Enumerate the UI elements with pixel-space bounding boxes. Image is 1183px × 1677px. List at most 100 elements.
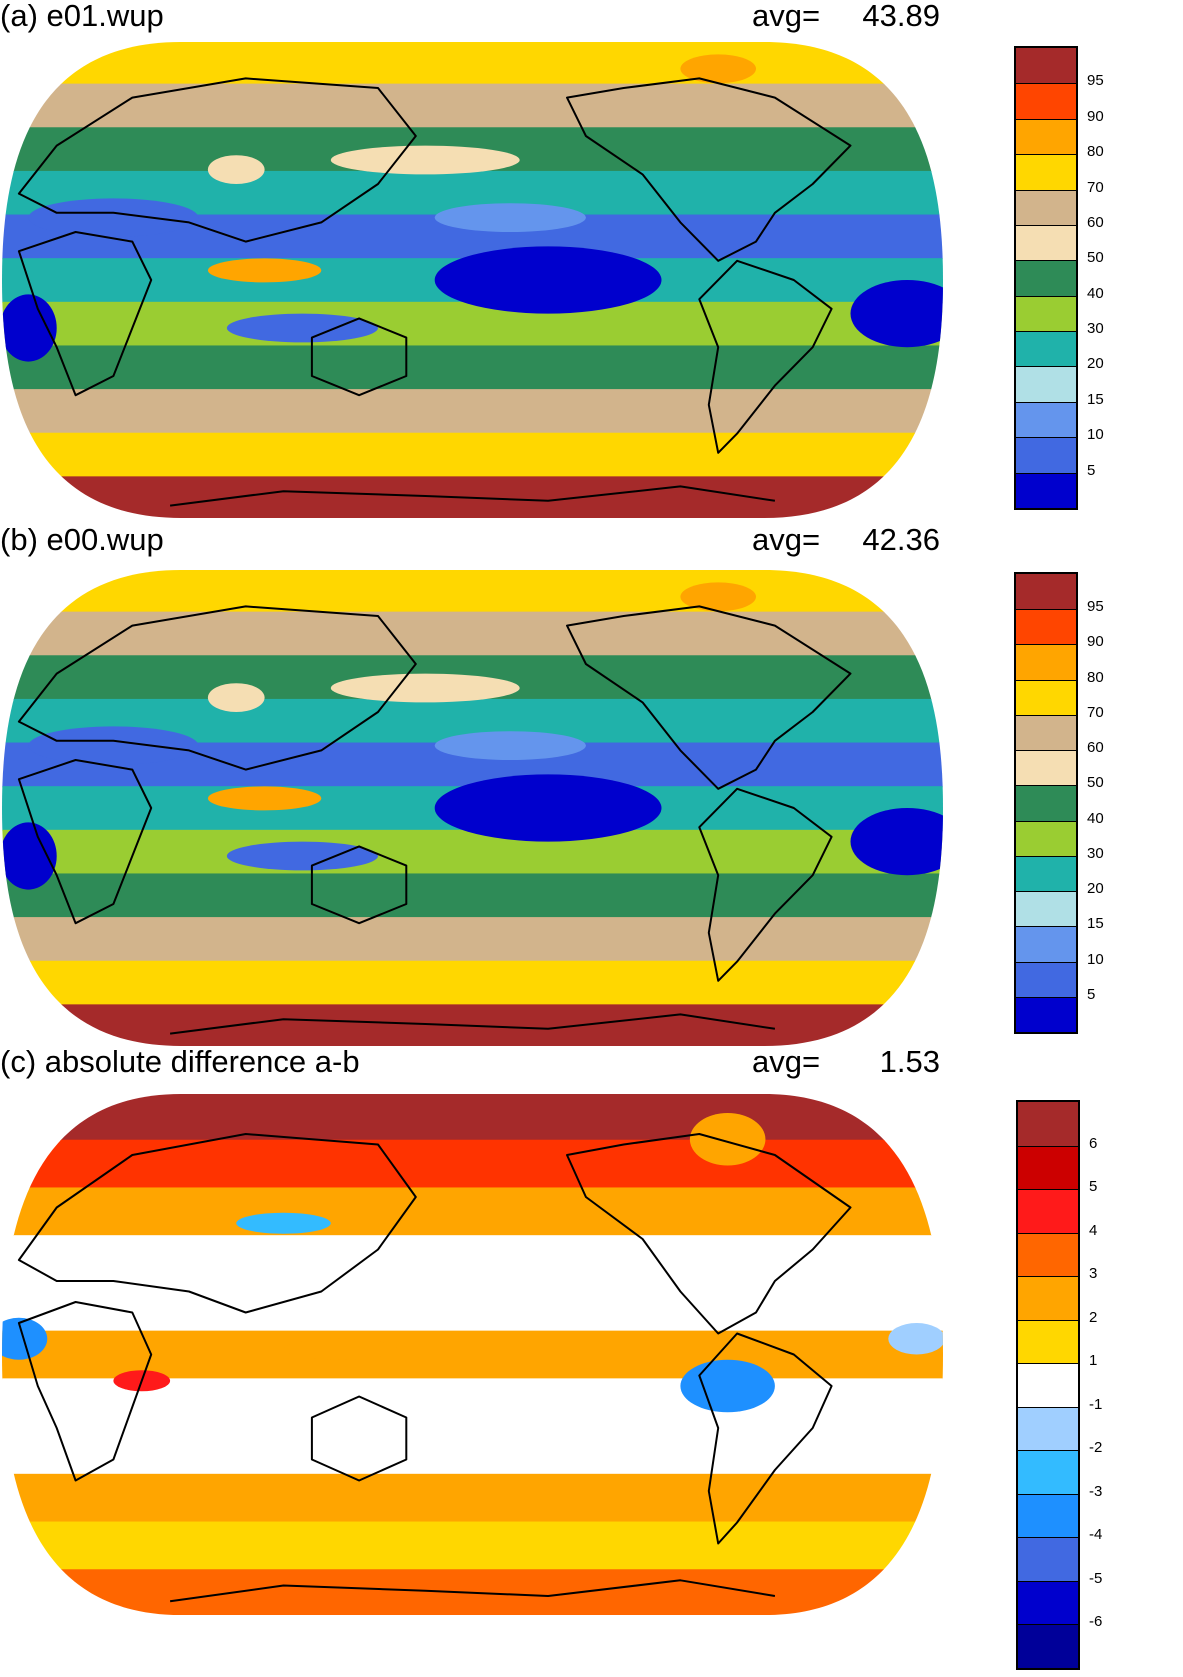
field-anomaly bbox=[207, 786, 322, 811]
colorbar-swatch bbox=[1018, 1102, 1078, 1146]
field-anomaly bbox=[689, 1113, 766, 1166]
colorbar-tick-label: 10 bbox=[1087, 426, 1104, 444]
colorbar-swatch bbox=[1018, 1406, 1078, 1451]
lat-band bbox=[1, 1282, 943, 1332]
field-anomaly bbox=[1, 294, 57, 362]
colorbar-tick-label: 3 bbox=[1089, 1265, 1098, 1283]
coastline bbox=[310, 845, 408, 925]
lat-band bbox=[1, 1094, 943, 1141]
panel-c: (c) absolute difference a-b avg= 1.53 6 5… bbox=[0, 1044, 1183, 1677]
field-anomaly bbox=[888, 1323, 943, 1355]
colorbar-tick-label: 5 bbox=[1087, 985, 1096, 1003]
lat-band bbox=[1, 1187, 943, 1237]
colorbar-swatch bbox=[1018, 1276, 1078, 1320]
colorbar-swatch bbox=[1016, 472, 1076, 508]
colorbar-tick-label: -1 bbox=[1089, 1395, 1103, 1413]
colorbar-tick-label: -4 bbox=[1089, 1526, 1103, 1544]
colorbar-swatch bbox=[1018, 1189, 1078, 1233]
colorbar-swatch bbox=[1018, 1493, 1078, 1538]
lat-band bbox=[1, 1521, 943, 1571]
field-anomaly bbox=[850, 280, 943, 348]
field-anomaly bbox=[1, 822, 57, 890]
map-robinson bbox=[1, 1094, 943, 1615]
lat-band bbox=[1, 611, 943, 657]
field-anomaly bbox=[207, 258, 322, 283]
field-anomaly bbox=[236, 1212, 331, 1234]
coastline bbox=[17, 759, 153, 925]
colorbar-swatch bbox=[1016, 996, 1076, 1032]
colorbar-swatch bbox=[1018, 1363, 1078, 1407]
colorbar-swatch bbox=[1018, 1624, 1078, 1668]
lat-band bbox=[1, 83, 943, 129]
coastline bbox=[17, 605, 417, 771]
field-anomaly bbox=[680, 54, 756, 84]
colorbar-tick-label: -2 bbox=[1089, 1439, 1103, 1457]
coastline bbox=[310, 1395, 408, 1482]
panel-b: (b) e00.wup avg= 42.36 95 90 80 70 60 50 40 30 2… bbox=[0, 522, 1183, 1046]
lat-band bbox=[1, 1330, 943, 1380]
avg-value: 42.36 bbox=[862, 522, 940, 557]
field-anomaly bbox=[434, 731, 586, 760]
colorbar-tick-label: 80 bbox=[1087, 143, 1104, 161]
field-anomaly bbox=[207, 683, 265, 712]
colorbar-tick-label: 40 bbox=[1087, 284, 1104, 302]
field-anomaly bbox=[850, 808, 943, 876]
colorbar-swatch bbox=[1018, 1145, 1078, 1190]
colorbar-tick-label: -5 bbox=[1089, 1569, 1103, 1587]
colorbar-swatch bbox=[1016, 609, 1076, 645]
lat-band bbox=[1, 432, 943, 478]
colorbar-tick-label: 60 bbox=[1087, 739, 1104, 757]
lat-band bbox=[1, 42, 943, 85]
lat-band bbox=[1, 1426, 943, 1475]
colorbar-swatch bbox=[1016, 926, 1076, 962]
colorbar-swatch bbox=[1016, 118, 1076, 155]
field-anomaly bbox=[680, 1359, 775, 1413]
field-anomaly bbox=[1, 1317, 48, 1360]
field-anomaly bbox=[207, 155, 265, 184]
panel-title: (a) e01.wup bbox=[0, 0, 164, 33]
colorbar-swatch bbox=[1016, 366, 1076, 402]
colorbar-swatch bbox=[1016, 189, 1076, 225]
field-anomaly bbox=[434, 774, 662, 842]
colorbar-tick-label: 20 bbox=[1087, 355, 1104, 373]
colorbar-tick-label: 30 bbox=[1087, 844, 1104, 862]
colorbar-tick-label: 50 bbox=[1087, 774, 1104, 792]
lat-band bbox=[1, 389, 943, 434]
colorbar-swatch bbox=[1016, 785, 1076, 821]
colorbar bbox=[1016, 1100, 1080, 1670]
colorbar-swatch bbox=[1016, 891, 1076, 927]
colorbar-tick-label: 90 bbox=[1087, 107, 1104, 125]
colorbar-swatch bbox=[1016, 260, 1076, 296]
lat-band bbox=[1, 301, 943, 347]
colorbar-tick-label: 2 bbox=[1089, 1308, 1098, 1326]
map-robinson bbox=[1, 42, 943, 518]
colorbar-swatch bbox=[1016, 820, 1076, 856]
colorbar-tick-label: 6 bbox=[1089, 1134, 1098, 1152]
coastline bbox=[566, 605, 852, 790]
avg-value: 43.89 bbox=[862, 0, 940, 33]
colorbar-tick-label: 95 bbox=[1087, 598, 1104, 616]
colorbar-tick-label: 5 bbox=[1087, 461, 1096, 479]
colorbar-tick-label: 1 bbox=[1089, 1352, 1098, 1370]
colorbar-tick-label: 30 bbox=[1087, 320, 1104, 338]
coastline bbox=[17, 1133, 417, 1314]
colorbar-swatch bbox=[1018, 1450, 1078, 1494]
field-anomaly bbox=[28, 726, 199, 765]
panel-a: (a) e01.wup avg= 43.89 95 90 80 70 60 50 40 30 2… bbox=[0, 0, 1183, 520]
colorbar-swatch bbox=[1016, 574, 1076, 610]
lat-band bbox=[1, 570, 943, 613]
colorbar bbox=[1014, 46, 1078, 510]
field-anomaly bbox=[330, 673, 520, 703]
colorbar-swatch bbox=[1016, 961, 1076, 997]
colorbar-swatch bbox=[1016, 855, 1076, 892]
lat-band bbox=[1, 345, 943, 391]
lat-band bbox=[1, 829, 943, 875]
colorbar-swatch bbox=[1016, 644, 1076, 680]
colorbar-tick-label: 15 bbox=[1087, 390, 1104, 408]
coastline bbox=[17, 231, 153, 397]
avg-value: 1.53 bbox=[879, 1044, 940, 1079]
coastline bbox=[566, 1133, 852, 1335]
map-robinson bbox=[1, 570, 943, 1046]
coastline bbox=[566, 77, 852, 262]
avg-label: avg= bbox=[752, 522, 821, 557]
